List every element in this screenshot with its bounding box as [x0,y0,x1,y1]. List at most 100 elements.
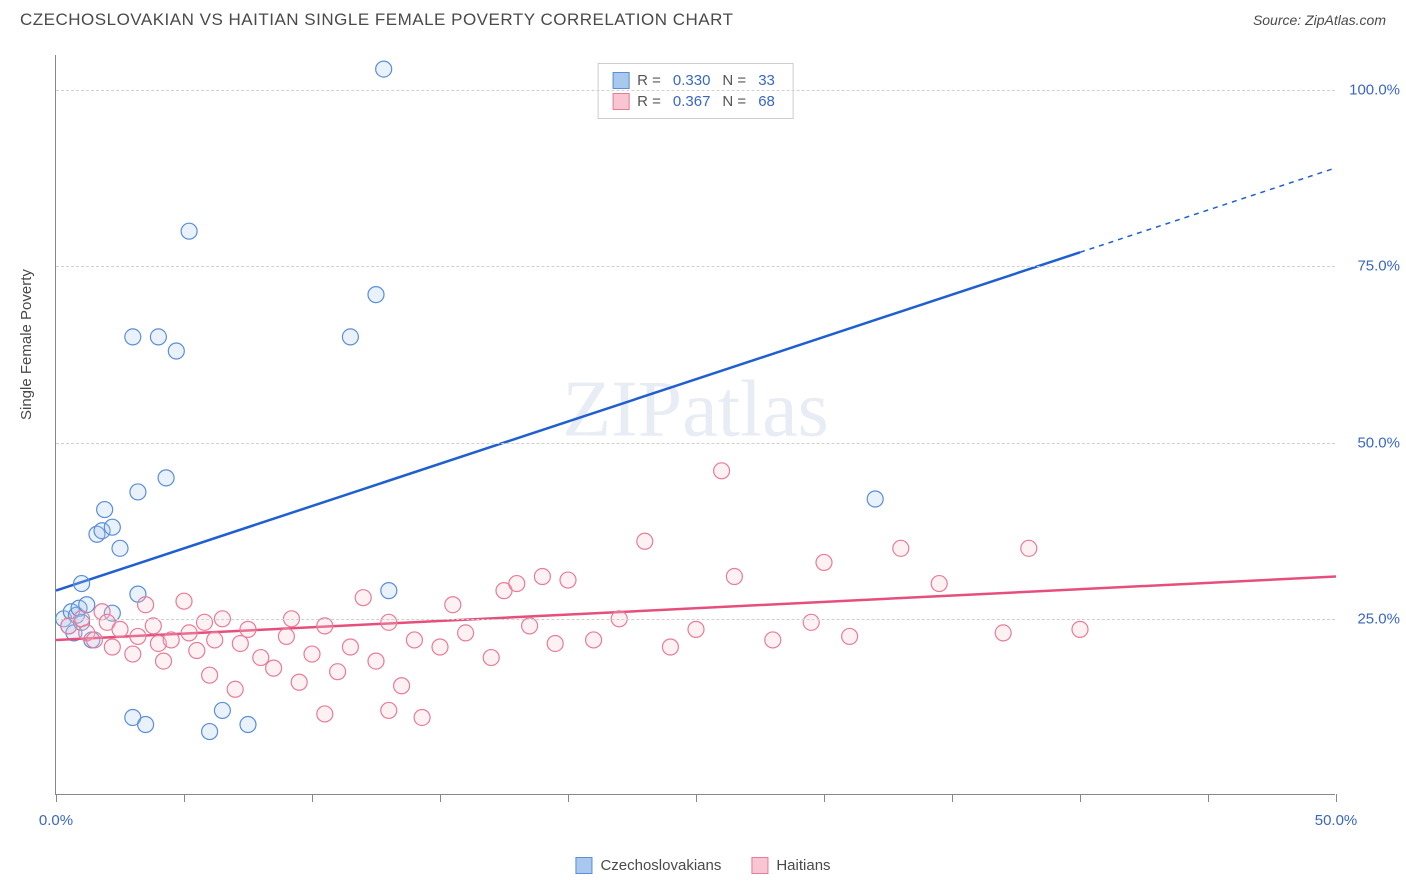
chart-source: Source: ZipAtlas.com [1253,12,1386,28]
data-point [266,660,282,676]
data-point [342,639,358,655]
data-point [176,593,192,609]
x-tick [696,794,697,802]
data-point [368,653,384,669]
data-point [253,650,269,666]
data-point [214,702,230,718]
legend-row-series2: R = 0.367 N = 68 [612,91,779,112]
x-tick [1208,794,1209,802]
data-point [125,646,141,662]
data-point [330,664,346,680]
source-prefix: Source: [1253,12,1305,28]
data-point [240,621,256,637]
data-point [368,287,384,303]
data-point [181,223,197,239]
y-axis-label: Single Female Poverty [18,269,35,420]
trend-line [56,252,1080,590]
data-point [138,717,154,733]
data-point [586,632,602,648]
data-point [803,614,819,630]
data-point [207,632,223,648]
r-value-series2: 0.367 [673,93,711,110]
r-label: R = [637,72,661,89]
legend-item-series2: Haitians [751,857,830,874]
data-point [662,639,678,655]
data-point [355,590,371,606]
data-point [104,519,120,535]
data-point [547,635,563,651]
r-value-series1: 0.330 [673,72,711,89]
x-tick [824,794,825,802]
x-tick [1080,794,1081,802]
data-point [202,724,218,740]
data-point [509,576,525,592]
y-tick-label: 50.0% [1357,434,1400,451]
data-point [150,329,166,345]
data-point [765,632,781,648]
data-point [1021,540,1037,556]
data-point [394,678,410,694]
data-point [112,540,128,556]
data-point [304,646,320,662]
data-point [714,463,730,479]
data-point [232,635,248,651]
data-point [726,569,742,585]
legend-series: Czechoslovakians Haitians [575,857,830,874]
data-point [931,576,947,592]
swatch-series2-bottom [751,857,768,874]
data-point [112,621,128,637]
data-point [560,572,576,588]
data-point [240,717,256,733]
data-point [74,576,90,592]
data-point [342,329,358,345]
data-point [317,706,333,722]
data-point [381,702,397,718]
data-point [376,61,392,77]
x-tick [312,794,313,802]
data-point [97,502,113,518]
grid-line [56,90,1335,91]
data-point [381,583,397,599]
scatter-chart: ZIPatlas R = 0.330 N = 33 R = 0.367 N = … [55,55,1335,795]
data-point [130,628,146,644]
chart-title: CZECHOSLOVAKIAN VS HAITIAN SINGLE FEMALE… [20,10,733,30]
data-point [196,614,212,630]
legend-row-series1: R = 0.330 N = 33 [612,70,779,91]
data-point [125,329,141,345]
y-tick-label: 25.0% [1357,610,1400,627]
data-point [181,625,197,641]
n-value-series1: 33 [758,72,775,89]
data-point [138,597,154,613]
data-point [688,621,704,637]
data-point [317,618,333,634]
data-point [445,597,461,613]
grid-line [56,619,1335,620]
data-point [995,625,1011,641]
grid-line [56,266,1335,267]
x-tick [568,794,569,802]
x-tick [952,794,953,802]
legend-label-series2: Haitians [776,857,830,874]
legend-item-series1: Czechoslovakians [575,857,721,874]
data-point [104,639,120,655]
data-point [406,632,422,648]
trend-line-dashed [1080,168,1336,253]
data-point [158,470,174,486]
grid-line [56,443,1335,444]
data-point [227,681,243,697]
chart-header: CZECHOSLOVAKIAN VS HAITIAN SINGLE FEMALE… [0,0,1406,35]
data-point [483,650,499,666]
x-tick [440,794,441,802]
data-point [86,632,102,648]
data-point [130,484,146,500]
data-point [163,632,179,648]
data-point [156,653,172,669]
plot-svg [56,55,1335,794]
swatch-series1 [612,72,629,89]
data-point [202,667,218,683]
swatch-series2 [612,93,629,110]
data-point [381,614,397,630]
x-tick-label: 0.0% [39,812,73,829]
x-tick [184,794,185,802]
data-point [534,569,550,585]
